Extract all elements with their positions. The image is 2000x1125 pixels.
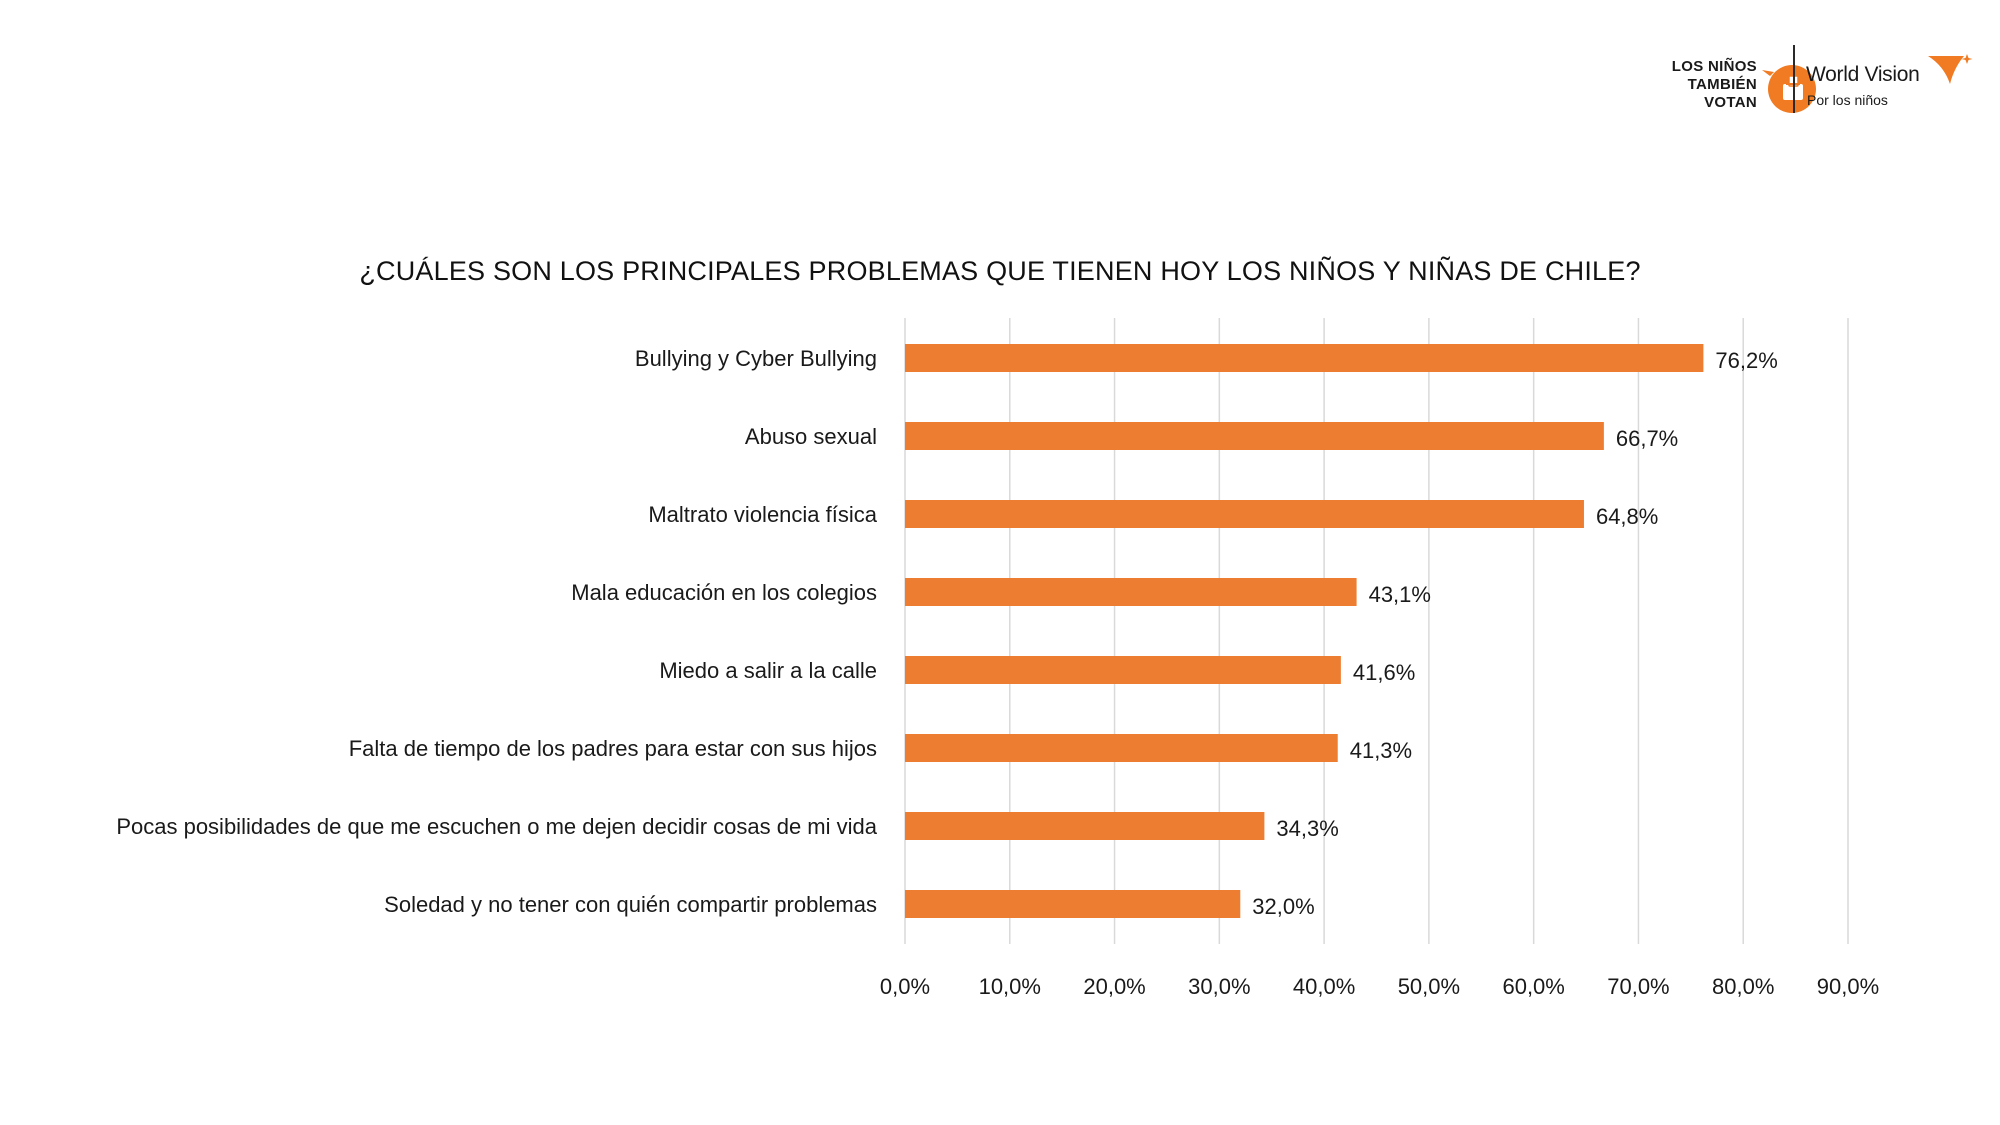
category-label: Soledad y no tener con quién compartir p… xyxy=(384,892,877,917)
world-vision-logo-text: World Vision xyxy=(1806,63,1920,86)
world-vision-star-icon xyxy=(1928,54,1973,84)
world-vision-tagline: Por los niños xyxy=(1807,92,1888,108)
category-label: Bullying y Cyber Bullying xyxy=(635,346,877,371)
x-tick-label: 40,0% xyxy=(1293,974,1355,999)
value-label: 64,8% xyxy=(1596,504,1658,529)
x-tick-label: 90,0% xyxy=(1817,974,1879,999)
campaign-logo-line: TAMBIÉN xyxy=(1687,76,1757,93)
value-label: 43,1% xyxy=(1369,582,1431,607)
campaign-logo-line: LOS NIÑOS xyxy=(1671,58,1757,75)
value-label: 41,6% xyxy=(1353,660,1415,685)
category-label: Maltrato violencia física xyxy=(648,502,877,527)
bar xyxy=(905,890,1241,918)
x-tick-label: 70,0% xyxy=(1607,974,1669,999)
bar xyxy=(905,812,1265,840)
bar xyxy=(905,656,1341,684)
value-label: 76,2% xyxy=(1715,348,1777,373)
category-label: Pocas posibilidades de que me escuchen o… xyxy=(116,814,877,839)
gridlines xyxy=(904,318,1849,944)
x-tick-label: 80,0% xyxy=(1712,974,1774,999)
chart-title: ¿CUÁLES SON LOS PRINCIPALES PROBLEMAS QU… xyxy=(359,256,1641,286)
logo-divider xyxy=(1793,45,1795,113)
category-label: Falta de tiempo de los padres para estar… xyxy=(349,736,877,761)
x-tick-label: 60,0% xyxy=(1502,974,1564,999)
x-tick-label: 20,0% xyxy=(1083,974,1145,999)
bars xyxy=(905,344,1704,918)
category-label: Miedo a salir a la calle xyxy=(659,658,877,683)
value-label: 66,7% xyxy=(1616,426,1678,451)
bar xyxy=(905,734,1338,762)
logo-area: LOS NIÑOS TAMBIÉN VOTAN World Vision Por… xyxy=(1600,40,1980,130)
bar xyxy=(905,500,1584,528)
value-label: 34,3% xyxy=(1276,816,1338,841)
x-tick-label: 50,0% xyxy=(1398,974,1460,999)
bar xyxy=(905,422,1604,450)
value-label: 41,3% xyxy=(1350,738,1412,763)
x-tick-label: 30,0% xyxy=(1188,974,1250,999)
campaign-logo-line: VOTAN xyxy=(1704,94,1757,111)
value-labels: 76,2% 66,7% 64,8% 43,1% 41,6% 41,3% 34,3% 32,0% xyxy=(1252,348,1778,919)
bar xyxy=(905,344,1704,372)
x-axis-ticks: 0,0% 10,0% 20,0% 30,0% 40,0% 50,0% 60,0% 70,0% 8… xyxy=(880,974,1879,999)
category-labels: Bullying y Cyber Bullying Abuso sexual Mal… xyxy=(116,346,877,917)
bar xyxy=(905,578,1357,606)
category-label: Abuso sexual xyxy=(745,424,877,449)
campaign-logo-text: LOS NIÑOS TAMBIÉN VOTAN xyxy=(1625,58,1757,112)
value-label: 32,0% xyxy=(1252,894,1314,919)
x-tick-label: 0,0% xyxy=(880,974,930,999)
category-label: Mala educación en los colegios xyxy=(571,580,877,605)
x-tick-label: 10,0% xyxy=(979,974,1041,999)
